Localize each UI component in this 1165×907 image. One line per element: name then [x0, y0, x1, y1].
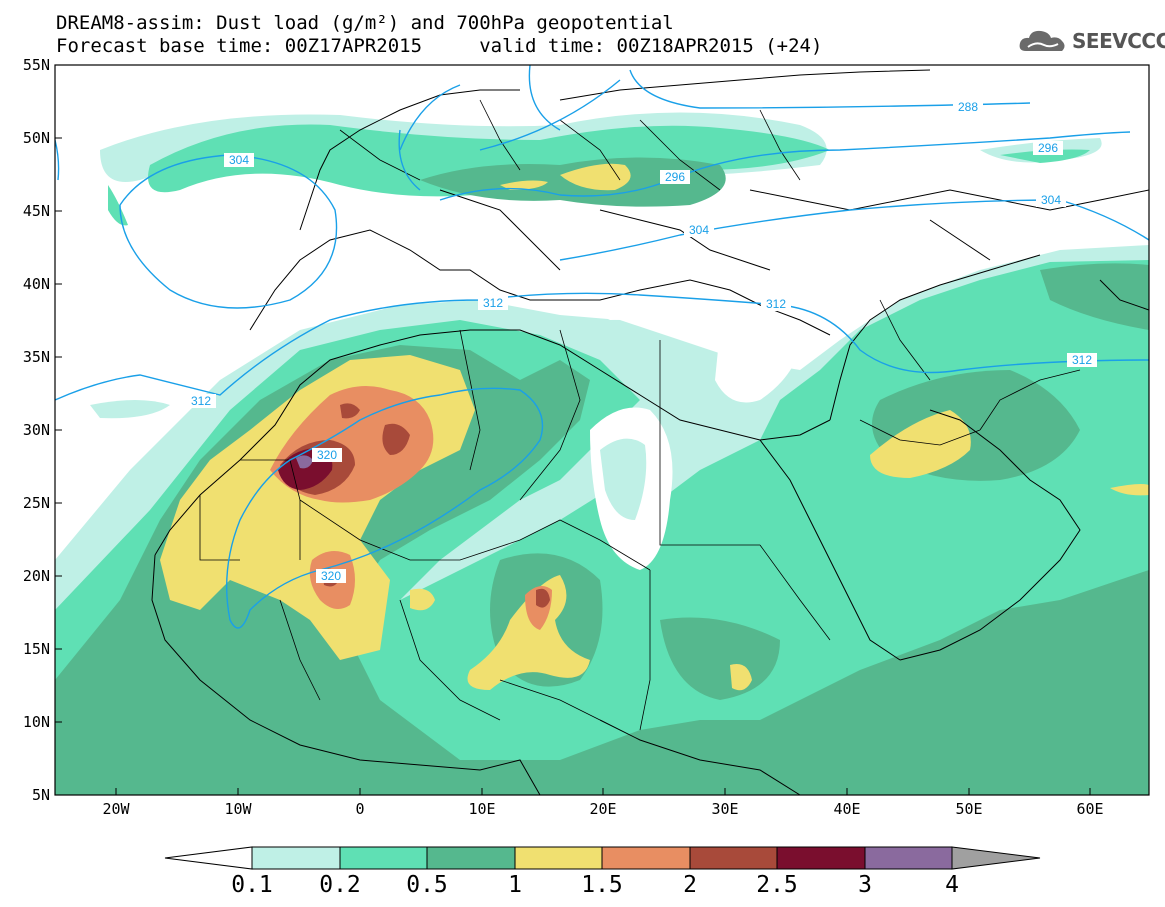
svg-text:320: 320 [317, 448, 337, 462]
geopotential-contours [55, 65, 1149, 629]
lat-label: 55N [23, 56, 50, 74]
logo-text: SEEVCCC [1072, 29, 1165, 53]
longitude-labels: 20W 10W 0 10E 20E 30E 40E 50E 60E [102, 800, 1103, 818]
map-title-line-1: DREAM8-assim: Dust load (g/m²) and 700hP… [56, 12, 674, 34]
lat-label: 50N [23, 129, 50, 147]
svg-text:312: 312 [191, 394, 211, 408]
svg-text:304: 304 [1041, 193, 1061, 207]
dust-level-0.1-patch [600, 438, 647, 520]
contour-label: 296 [660, 170, 690, 184]
lat-label: 35N [23, 348, 50, 366]
lon-label: 50E [955, 800, 982, 818]
colorbar-tick-label: 0.2 [319, 872, 361, 898]
lon-label: 60E [1076, 800, 1103, 818]
lon-label: 20E [589, 800, 616, 818]
dust-level-3 [296, 455, 313, 469]
lon-label: 0 [355, 800, 364, 818]
colorbar-tick-label: 3 [858, 872, 872, 898]
svg-text:288: 288 [958, 100, 978, 114]
dust-field [55, 65, 1149, 795]
svg-text:312: 312 [483, 296, 503, 310]
contour-label: 312 [761, 297, 791, 311]
colorbar-min-arrow [164, 846, 253, 870]
borders [199, 99, 1081, 731]
colorbar-segment [689, 846, 778, 870]
cloud-icon [1019, 30, 1065, 51]
colorbar-tick-label: 1.5 [581, 872, 623, 898]
colorbar-tick-label: 2 [683, 872, 697, 898]
contour-label: 296 [1033, 141, 1063, 155]
svg-text:312: 312 [1072, 353, 1092, 367]
colorbar-tick-label: 0.5 [406, 872, 448, 898]
contour-label: 304 [224, 153, 254, 167]
contour-label: 320 [312, 448, 342, 462]
svg-text:296: 296 [665, 170, 685, 184]
lon-label: 10W [224, 800, 252, 818]
contour-label: 312 [478, 296, 508, 310]
colorbar-segment [601, 846, 691, 870]
lat-label: 45N [23, 202, 50, 220]
colorbar-segment [776, 846, 866, 870]
contour-label: 288 [953, 100, 983, 114]
latitude-labels: 55N 50N 45N 40N 35N 30N 25N 20N 15N 10N … [23, 56, 50, 804]
colorbar-tick-label: 4 [945, 872, 959, 898]
colorbar-segment [339, 846, 428, 870]
colorbar-segment [864, 846, 953, 870]
colorbar-segment [251, 846, 341, 870]
colorbar [164, 846, 1041, 870]
lat-label: 15N [23, 640, 50, 658]
lat-label: 40N [23, 275, 50, 293]
svg-text:296: 296 [1038, 141, 1058, 155]
contour-labels: 288 296 296 304 304 304 312 312 312 312 … [186, 100, 1097, 583]
colorbar-segment [514, 846, 603, 870]
lat-label: 10N [23, 713, 50, 731]
svg-text:312: 312 [766, 297, 786, 311]
lat-label: 20N [23, 567, 50, 585]
lon-label: 10E [468, 800, 495, 818]
svg-text:304: 304 [229, 153, 249, 167]
contour-label: 320 [316, 569, 346, 583]
seevccc-logo: SEEVCCC [1018, 27, 1165, 55]
contour-label: 304 [684, 223, 714, 237]
colorbar-max-arrow [951, 846, 1041, 870]
lat-label: 25N [23, 494, 50, 512]
colorbar-segment [426, 846, 516, 870]
colorbar-tick-label: 0.1 [231, 872, 273, 898]
lat-label: 5N [32, 786, 50, 804]
axis-ticks [55, 64, 1091, 795]
colorbar-tick-label: 1 [508, 872, 522, 898]
contour-label: 304 [1036, 193, 1066, 207]
map-title-line-2: Forecast base time: 00Z17APR2015 valid t… [56, 35, 823, 57]
svg-text:304: 304 [689, 223, 709, 237]
contour-label: 312 [186, 394, 216, 408]
svg-text:320: 320 [321, 569, 341, 583]
contour-label: 312 [1067, 353, 1097, 367]
lat-label: 30N [23, 421, 50, 439]
lon-label: 40E [833, 800, 860, 818]
colorbar-tick-label: 2.5 [756, 872, 798, 898]
colorbar-tick-labels: 0.1 0.2 0.5 1 1.5 2 2.5 3 4 [231, 872, 959, 898]
lon-label: 20W [102, 800, 130, 818]
lon-label: 30E [711, 800, 738, 818]
